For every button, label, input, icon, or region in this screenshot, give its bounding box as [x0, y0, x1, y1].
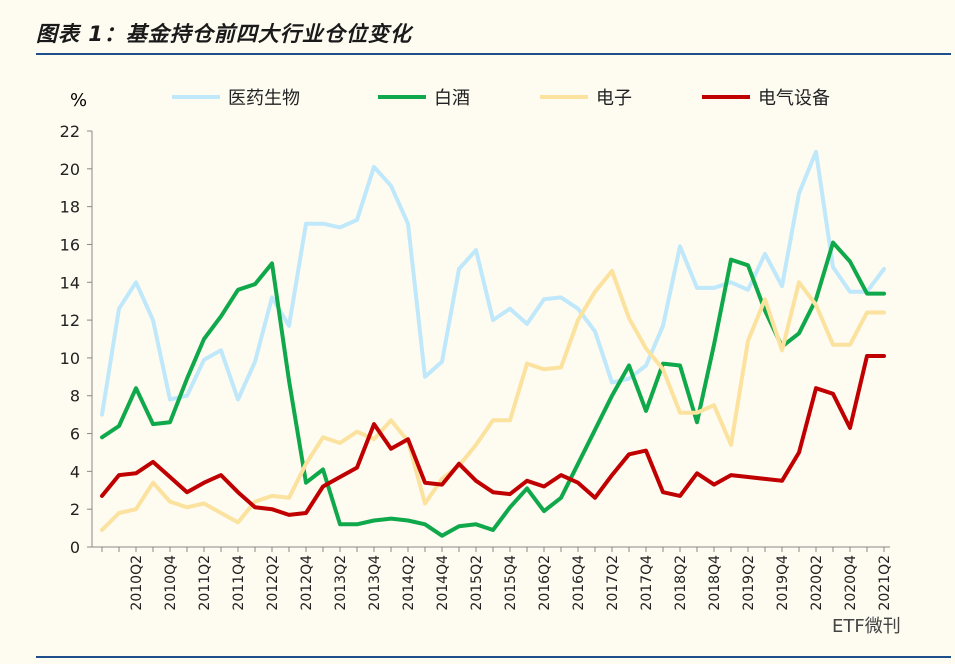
legend-label-3: 电子 — [596, 88, 632, 109]
x-tick-label: 2010Q2 — [129, 555, 145, 611]
x-tick-label: 2014Q4 — [435, 555, 451, 611]
y-tick-label: 0 — [70, 538, 80, 557]
chart-axes: 0 2 4 6 8 10 12 14 16 18 20 22 2010Q2 2010Q4 2011Q2 201… — [60, 122, 893, 611]
series-line-1 — [100, 149, 886, 417]
y-tick-label: 10 — [60, 349, 80, 368]
x-tick-label: 2012Q2 — [265, 555, 281, 611]
y-tick-label: 22 — [60, 122, 80, 141]
x-tick-label: 2017Q2 — [605, 555, 621, 611]
x-tick-label: 2012Q4 — [299, 555, 315, 611]
x-tick-label: 2020Q2 — [809, 555, 825, 611]
chart-series — [100, 149, 886, 538]
x-tick-label: 2017Q4 — [639, 555, 655, 611]
y-tick-label: 14 — [60, 273, 80, 292]
series-line-2 — [100, 240, 886, 538]
y-tick-label: 20 — [60, 160, 80, 179]
x-tick-label: 2015Q2 — [469, 555, 485, 611]
y-tick-label: 6 — [70, 425, 80, 444]
chart-title: 图表 1：基金持仓前四大行业仓位变化 — [36, 22, 412, 46]
bottom-divider — [36, 656, 951, 658]
y-axis-unit-label: % — [70, 90, 87, 111]
legend-label-1: 医药生物 — [228, 88, 300, 109]
watermark-text: ETF微刊 — [832, 616, 901, 637]
x-tick-label: 2016Q2 — [537, 555, 553, 611]
y-tick-label: 2 — [70, 500, 80, 519]
y-tick-label: 4 — [70, 462, 80, 481]
x-tick-label: 2018Q2 — [673, 555, 689, 611]
x-tick-label: 2010Q4 — [163, 555, 179, 611]
y-tick-label: 18 — [60, 198, 80, 217]
x-tick-label: 2015Q4 — [503, 555, 519, 611]
x-tick-label: 2013Q4 — [367, 555, 383, 611]
legend-label-2: 白酒 — [434, 88, 470, 109]
chart-legend: 医药生物 白酒 电子 电气设备 — [172, 88, 830, 109]
x-tick-label: 2014Q2 — [401, 555, 417, 611]
series-line-4 — [100, 354, 886, 517]
y-tick-label: 16 — [60, 235, 80, 254]
y-tick-label: 12 — [60, 311, 80, 330]
x-tick-label: 2021Q2 — [877, 555, 893, 611]
x-tick-label: 2011Q2 — [197, 555, 213, 611]
y-tick-label: 8 — [70, 387, 80, 406]
x-tick-label: 2018Q4 — [707, 555, 723, 611]
x-tick-label: 2011Q4 — [231, 555, 247, 611]
x-tick-label: 2019Q4 — [775, 555, 791, 611]
title-divider — [36, 53, 951, 55]
legend-label-4: 电气设备 — [758, 88, 830, 109]
x-tick-label: 2019Q2 — [741, 555, 757, 611]
x-tick-label: 2013Q2 — [333, 555, 349, 611]
series-line-3 — [100, 268, 886, 532]
x-tick-label: 2020Q4 — [843, 555, 859, 611]
x-tick-label: 2016Q4 — [571, 555, 587, 611]
